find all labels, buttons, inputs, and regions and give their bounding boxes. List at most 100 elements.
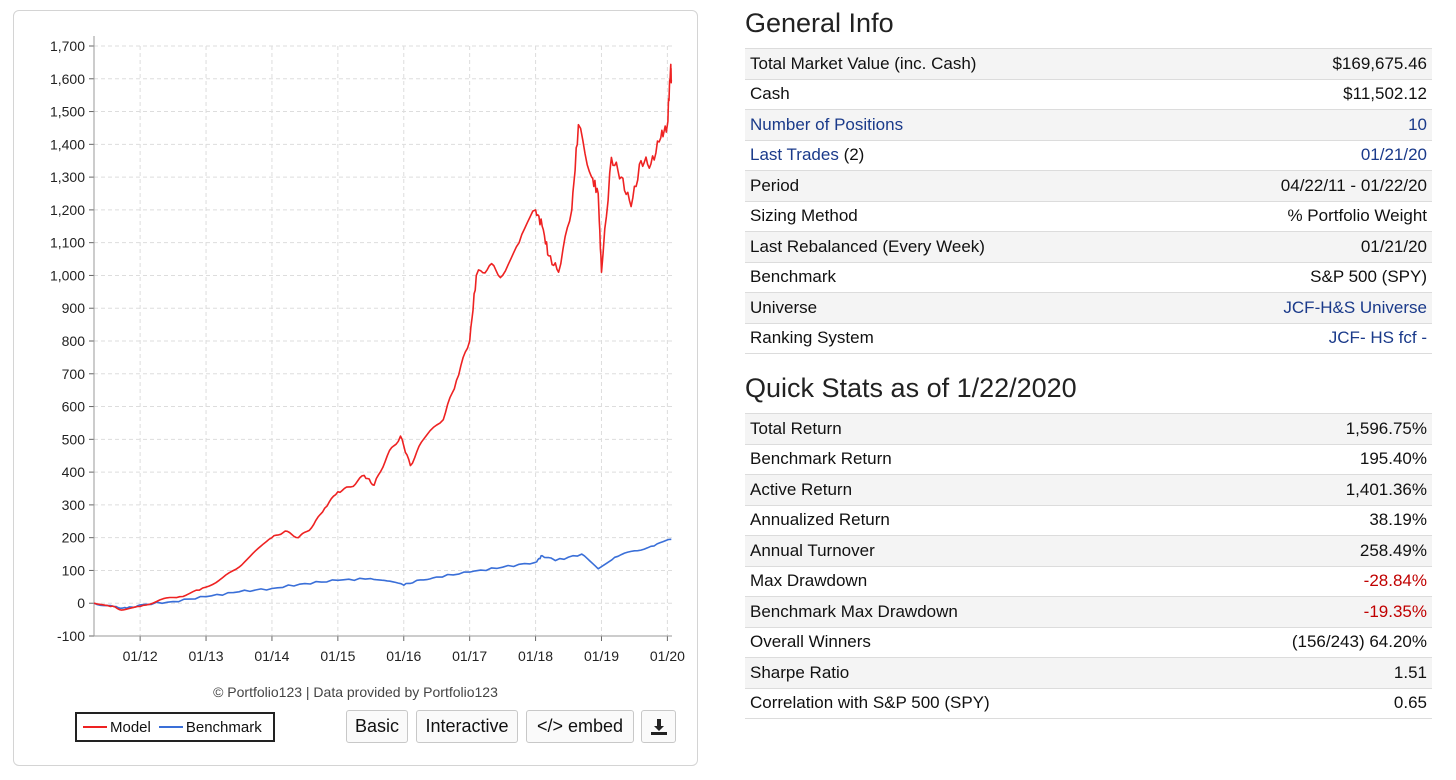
table-row: Benchmark Max Drawdown -19.35% (745, 596, 1432, 627)
x-tick-label: 01/14 (254, 648, 289, 664)
last-trades-date-link[interactable]: 01/21/20 (1360, 145, 1427, 165)
y-tick-label: 1,700 (50, 38, 85, 54)
row-label: Universe (745, 292, 1165, 323)
number-of-positions-value-link[interactable]: 10 (1408, 114, 1427, 134)
table-row: Benchmark S&P 500 (SPY) (745, 261, 1432, 293)
row-label: Total Return (745, 413, 1180, 444)
table-row: Universe JCF-H&S Universe (745, 292, 1432, 323)
y-tick-label: 1,000 (50, 267, 85, 283)
table-row: Ranking System JCF- HS fcf - (745, 322, 1432, 354)
y-tick-label: 1,500 (50, 104, 85, 120)
y-tick-label: 100 (62, 562, 86, 578)
x-tick-label: 01/20 (650, 648, 685, 664)
y-tick-label: 1,100 (50, 235, 85, 251)
row-label: Sharpe Ratio (745, 657, 1180, 688)
row-value: 1,401.36% (1179, 474, 1432, 505)
x-tick-label: 01/12 (123, 648, 158, 664)
quick-stats-table: Total Return 1,596.75% Benchmark Return … (745, 413, 1432, 719)
row-value: S&P 500 (SPY) (1164, 261, 1432, 293)
row-label: Overall Winners (745, 626, 1180, 658)
chart-legend: Model Benchmark (75, 712, 275, 742)
row-value: 04/22/11 - 01/22/20 (1164, 170, 1432, 201)
row-label: Max Drawdown (745, 565, 1180, 597)
row-value: $11,502.12 (1164, 78, 1432, 110)
table-row: Period 04/22/11 - 01/22/20 (745, 170, 1432, 201)
y-tick-label: 1,600 (50, 71, 85, 87)
y-tick-label: 700 (62, 366, 86, 382)
table-row: Annual Turnover 258.49% (745, 535, 1432, 566)
table-row: Cash $11,502.12 (745, 78, 1432, 110)
series-line-model (93, 63, 673, 611)
row-value: (156/243) 64.20% (1179, 626, 1432, 658)
row-value: 0.65 (1179, 687, 1432, 719)
row-value: % Portfolio Weight (1164, 200, 1432, 232)
download-icon (650, 718, 667, 735)
general-info-section: General Info Total Market Value (inc. Ca… (745, 8, 1432, 354)
y-tick-label: 1,300 (50, 169, 85, 185)
row-value: -28.84% (1179, 565, 1432, 597)
chart-credit: © Portfolio123 | Data provided by Portfo… (213, 684, 498, 700)
row-value: 01/21/20 (1164, 231, 1432, 262)
legend-swatch-model (83, 726, 107, 728)
row-label: Period (745, 170, 1165, 201)
interactive-button[interactable]: Interactive (416, 710, 518, 743)
y-tick-label: 0 (77, 595, 85, 611)
y-tick-label: 600 (62, 399, 86, 415)
y-tick-label: 1,200 (50, 202, 85, 218)
universe-link[interactable]: JCF-H&S Universe (1283, 297, 1427, 317)
last-trades-count: (2) (843, 145, 865, 165)
number-of-positions-link[interactable]: Number of Positions (750, 114, 904, 134)
x-tick-label: 01/19 (584, 648, 619, 664)
x-tick-label: 01/18 (518, 648, 553, 664)
row-label: Benchmark (745, 261, 1165, 293)
legend-swatch-benchmark (158, 726, 183, 728)
embed-button[interactable]: </> embed (526, 710, 634, 743)
x-tick-label: 01/16 (386, 648, 421, 664)
legend-label-benchmark: Benchmark (185, 718, 262, 736)
y-tick-label: 800 (62, 333, 86, 349)
y-tick-label: 300 (62, 497, 86, 513)
row-value: 195.40% (1179, 443, 1432, 475)
row-label: Correlation with S&P 500 (SPY) (745, 687, 1180, 719)
x-tick-label: 01/15 (320, 648, 355, 664)
table-row: Number of Positions 10 (745, 109, 1432, 140)
row-value: $169,675.46 (1164, 48, 1432, 79)
performance-chart: 1,700 1,600 1,500 1,400 1,300 1,200 1,100 1,000… (50, 36, 685, 664)
legend-label-model: Model (110, 718, 151, 736)
row-value: 38.19% (1179, 504, 1432, 536)
legend-item-benchmark[interactable]: Benchmark (158, 718, 262, 736)
y-tick-label: 200 (62, 530, 86, 546)
table-row: Max Drawdown -28.84% (745, 565, 1432, 597)
x-tick-label: 01/17 (452, 648, 487, 664)
row-label: Active Return (745, 474, 1180, 505)
last-trades-link[interactable]: Last Trades (750, 145, 839, 165)
y-tick-label: 400 (62, 464, 86, 480)
table-row: Total Market Value (inc. Cash) $169,675.… (745, 48, 1432, 79)
x-tick-label: 01/13 (189, 648, 224, 664)
table-row: Overall Winners (156/243) 64.20% (745, 626, 1432, 658)
row-label: Ranking System (745, 322, 1165, 354)
table-row: Annualized Return 38.19% (745, 504, 1432, 536)
table-row: Last Rebalanced (Every Week) 01/21/20 (745, 231, 1432, 262)
row-label: Last Rebalanced (Every Week) (745, 231, 1165, 262)
general-info-table: Total Market Value (inc. Cash) $169,675.… (745, 48, 1432, 354)
row-label: Annualized Return (745, 504, 1180, 536)
row-label: Benchmark Max Drawdown (745, 596, 1180, 627)
y-tick-label: 500 (62, 431, 86, 447)
table-row: Total Return 1,596.75% (745, 413, 1432, 444)
series-line-benchmark (93, 538, 672, 610)
general-info-title: General Info (745, 8, 894, 38)
ranking-system-link[interactable]: JCF- HS fcf - (1328, 328, 1427, 348)
quick-stats-section: Quick Stats as of 1/22/2020 Total Return… (745, 373, 1432, 719)
row-value: -19.35% (1179, 596, 1432, 627)
basic-button[interactable]: Basic (346, 710, 408, 743)
table-row: Last Trades (2) 01/21/20 (745, 139, 1432, 171)
row-label: Total Market Value (inc. Cash) (745, 48, 1165, 79)
row-value: 1.51 (1179, 657, 1432, 688)
table-row: Benchmark Return 195.40% (745, 443, 1432, 475)
y-tick-label: -100 (57, 628, 85, 644)
quick-stats-title: Quick Stats as of 1/22/2020 (745, 373, 1077, 403)
legend-item-model[interactable]: Model (83, 719, 151, 736)
table-row: Sizing Method % Portfolio Weight (745, 200, 1432, 232)
download-button[interactable] (641, 710, 676, 743)
